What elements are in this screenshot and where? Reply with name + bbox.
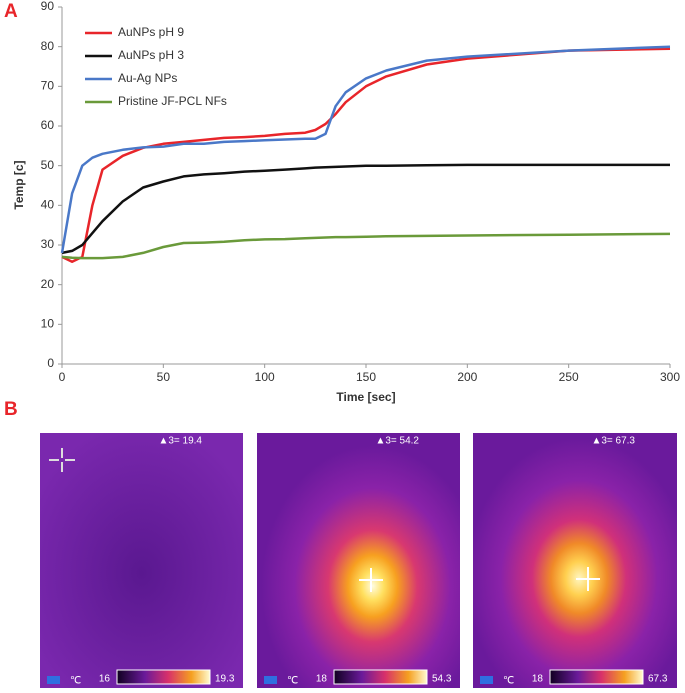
thermal-photo	[257, 433, 460, 688]
x-tick-label: 200	[457, 370, 477, 384]
thermal-image	[473, 433, 677, 688]
y-tick-label: 70	[41, 79, 55, 93]
x-tick-label: 300	[660, 370, 680, 384]
unit-label: ℃	[70, 676, 81, 687]
x-tick-label: 150	[356, 370, 376, 384]
scale-max: 54.3	[432, 674, 452, 685]
legend-label: Pristine JF-PCL NFs	[118, 94, 227, 108]
data-line	[61, 232, 671, 260]
y-tick-label: 60	[41, 118, 55, 132]
thermal-photo	[40, 433, 243, 688]
y-tick-label: 10	[41, 317, 55, 331]
scale-min: 18	[532, 674, 544, 685]
data-line	[60, 45, 671, 254]
x-tick-label: 0	[59, 370, 66, 384]
panel-label: A	[4, 1, 18, 22]
legend-label: AuNPs pH 3	[118, 48, 184, 62]
thermal-image	[257, 433, 460, 688]
thermal-image	[40, 433, 243, 688]
y-tick-label: 0	[47, 356, 54, 370]
battery-icon	[480, 676, 493, 684]
color-bar	[333, 669, 428, 685]
y-tick-label: 20	[41, 277, 55, 291]
data-line	[61, 163, 670, 255]
x-axis-label: Time [sec]	[336, 390, 395, 404]
color-bar	[116, 669, 211, 685]
legend-label: AuNPs pH 9	[118, 25, 184, 39]
y-tick-label: 80	[41, 39, 55, 53]
x-tick-label: 50	[157, 370, 171, 384]
battery-icon	[264, 676, 277, 684]
x-tick-label: 250	[559, 370, 579, 384]
scale-min: 18	[316, 674, 328, 685]
scale-max: 67.3	[648, 674, 668, 685]
x-tick-label: 100	[255, 370, 275, 384]
y-tick-label: 30	[41, 237, 55, 251]
color-bar	[549, 669, 644, 685]
y-tick-label: 50	[41, 158, 55, 172]
data-line	[61, 47, 671, 263]
scale-min: 16	[99, 674, 111, 685]
y-axis-label: Temp [c]	[12, 160, 26, 209]
thermal-photo	[473, 433, 677, 688]
battery-icon	[47, 676, 60, 684]
y-tick-label: 90	[41, 0, 55, 13]
scale-max: 19.3	[215, 674, 235, 685]
temperature-reading: ▲3= 54.2	[375, 436, 419, 447]
temperature-reading: ▲3= 67.3	[591, 436, 635, 447]
panel-label: B	[4, 399, 18, 420]
temperature-reading: ▲3= 19.4	[158, 436, 202, 447]
unit-label: ℃	[287, 676, 298, 687]
crosshair	[359, 568, 383, 592]
crosshair	[576, 567, 600, 591]
crosshair	[49, 448, 75, 472]
unit-label: ℃	[503, 676, 514, 687]
legend-label: Au-Ag NPs	[118, 71, 177, 85]
y-tick-label: 40	[41, 198, 55, 212]
